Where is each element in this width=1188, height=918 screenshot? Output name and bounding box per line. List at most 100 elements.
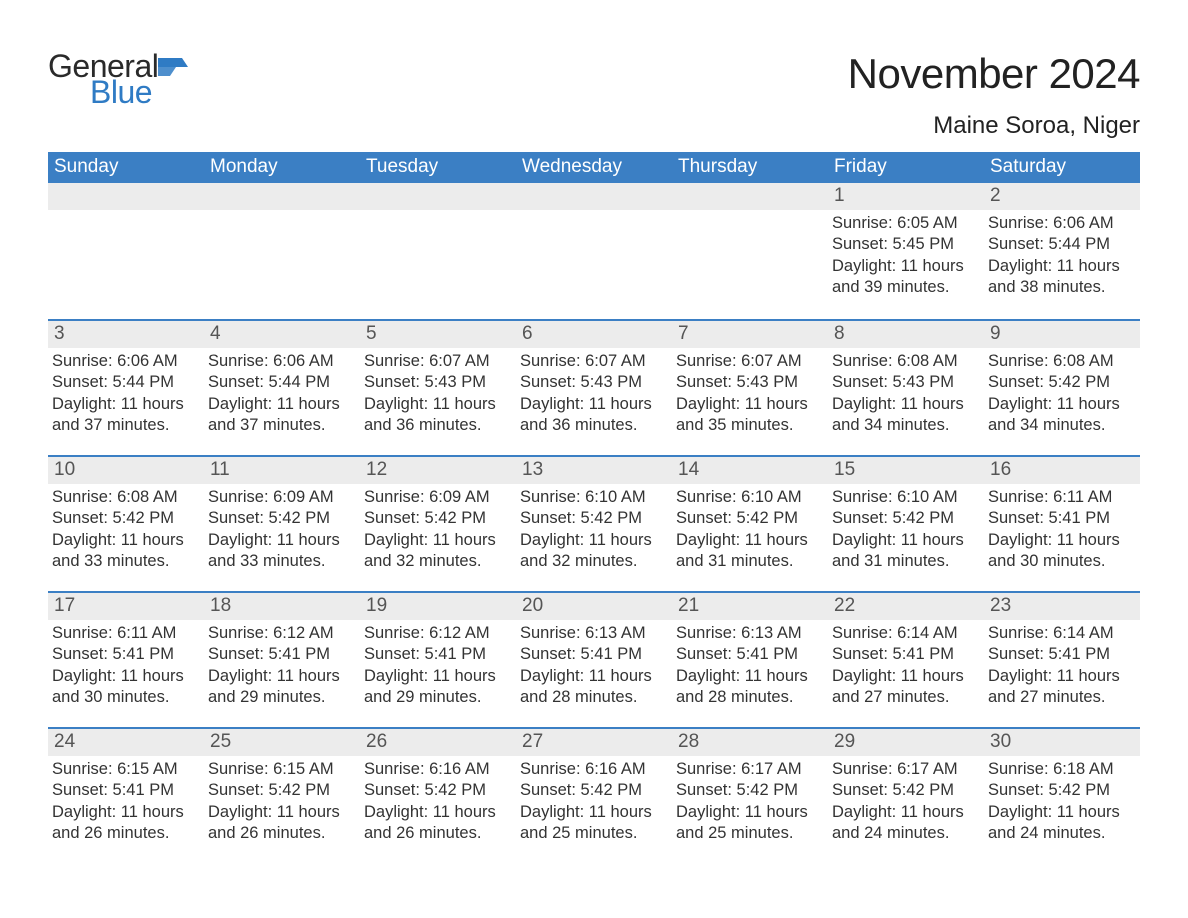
- day-number: 18: [204, 593, 360, 620]
- daylight-text: Daylight: 11 hours and 34 minutes.: [832, 394, 980, 436]
- day-cell: 7Sunrise: 6:07 AMSunset: 5:43 PMDaylight…: [672, 321, 828, 455]
- daylight-text: Daylight: 11 hours and 31 minutes.: [676, 530, 824, 572]
- day-cell: [516, 183, 672, 319]
- day-number: 8: [828, 321, 984, 348]
- sunset-text: Sunset: 5:42 PM: [676, 508, 824, 529]
- sunrise-text: Sunrise: 6:12 AM: [364, 623, 512, 644]
- day-cell: 26Sunrise: 6:16 AMSunset: 5:42 PMDayligh…: [360, 729, 516, 856]
- day-number: 17: [48, 593, 204, 620]
- sunrise-text: Sunrise: 6:06 AM: [208, 351, 356, 372]
- day-cell: [48, 183, 204, 319]
- day-number: 14: [672, 457, 828, 484]
- day-cell: 6Sunrise: 6:07 AMSunset: 5:43 PMDaylight…: [516, 321, 672, 455]
- sunrise-text: Sunrise: 6:15 AM: [208, 759, 356, 780]
- sunrise-text: Sunrise: 6:06 AM: [52, 351, 200, 372]
- sunset-text: Sunset: 5:44 PM: [52, 372, 200, 393]
- sunset-text: Sunset: 5:41 PM: [988, 644, 1136, 665]
- day-number: 10: [48, 457, 204, 484]
- sunrise-text: Sunrise: 6:15 AM: [52, 759, 200, 780]
- day-number: [48, 183, 204, 210]
- sunrise-text: Sunrise: 6:13 AM: [520, 623, 668, 644]
- sunset-text: Sunset: 5:43 PM: [832, 372, 980, 393]
- day-cell: 29Sunrise: 6:17 AMSunset: 5:42 PMDayligh…: [828, 729, 984, 856]
- daylight-text: Daylight: 11 hours and 26 minutes.: [208, 802, 356, 844]
- calendar: SundayMondayTuesdayWednesdayThursdayFrid…: [48, 152, 1140, 856]
- flag-icon: [158, 56, 188, 78]
- day-number: 19: [360, 593, 516, 620]
- week-row: 10Sunrise: 6:08 AMSunset: 5:42 PMDayligh…: [48, 455, 1140, 591]
- daylight-text: Daylight: 11 hours and 32 minutes.: [364, 530, 512, 572]
- day-number: 2: [984, 183, 1140, 210]
- day-cell: 16Sunrise: 6:11 AMSunset: 5:41 PMDayligh…: [984, 457, 1140, 591]
- sunset-text: Sunset: 5:41 PM: [208, 644, 356, 665]
- sunset-text: Sunset: 5:42 PM: [520, 508, 668, 529]
- sunrise-text: Sunrise: 6:16 AM: [364, 759, 512, 780]
- title-block: November 2024 Maine Soroa, Niger: [848, 50, 1140, 140]
- sunrise-text: Sunrise: 6:07 AM: [520, 351, 668, 372]
- sunset-text: Sunset: 5:42 PM: [364, 780, 512, 801]
- sunset-text: Sunset: 5:42 PM: [988, 780, 1136, 801]
- daylight-text: Daylight: 11 hours and 32 minutes.: [520, 530, 668, 572]
- sunrise-text: Sunrise: 6:10 AM: [832, 487, 980, 508]
- day-number: 24: [48, 729, 204, 756]
- day-cell: 2Sunrise: 6:06 AMSunset: 5:44 PMDaylight…: [984, 183, 1140, 319]
- day-number: 4: [204, 321, 360, 348]
- day-cell: 14 Sunrise: 6:10 AMSunset: 5:42 PMDayligh…: [672, 457, 828, 591]
- week-row: 1Sunrise: 6:05 AMSunset: 5:45 PMDaylight…: [48, 183, 1140, 319]
- location: Maine Soroa, Niger: [848, 112, 1140, 140]
- sunrise-text: Sunrise: 6:10 AM: [676, 487, 824, 508]
- day-number: 15: [828, 457, 984, 484]
- logo-text: General Blue: [48, 50, 158, 108]
- sunrise-text: Sunrise: 6:12 AM: [208, 623, 356, 644]
- sunrise-text: Sunrise: 6:11 AM: [988, 487, 1136, 508]
- sunset-text: Sunset: 5:41 PM: [520, 644, 668, 665]
- day-cell: 30 Sunrise: 6:18 AMSunset: 5:42 PMDayligh…: [984, 729, 1140, 856]
- day-cell: [672, 183, 828, 319]
- day-cell: 27Sunrise: 6:16 AMSunset: 5:42 PMDayligh…: [516, 729, 672, 856]
- day-cell: 21Sunrise: 6:13 AMSunset: 5:41 PMDayligh…: [672, 593, 828, 727]
- sunset-text: Sunset: 5:42 PM: [364, 508, 512, 529]
- day-number: 9: [984, 321, 1140, 348]
- sunset-text: Sunset: 5:41 PM: [364, 644, 512, 665]
- daylight-text: Daylight: 11 hours and 29 minutes.: [364, 666, 512, 708]
- day-cell: 12Sunrise: 6:09 AMSunset: 5:42 PMDayligh…: [360, 457, 516, 591]
- daylight-text: Daylight: 11 hours and 33 minutes.: [52, 530, 200, 572]
- sunrise-text: Sunrise: 6:13 AM: [676, 623, 824, 644]
- day-number: 1: [828, 183, 984, 210]
- daylight-text: Daylight: 11 hours and 29 minutes.: [208, 666, 356, 708]
- weekday-header: Saturday: [984, 152, 1140, 183]
- daylight-text: Daylight: 11 hours and 30 minutes.: [988, 530, 1136, 572]
- weekday-header: Tuesday: [360, 152, 516, 183]
- daylight-text: Daylight: 11 hours and 26 minutes.: [52, 802, 200, 844]
- sunset-text: Sunset: 5:41 PM: [832, 644, 980, 665]
- daylight-text: Daylight: 11 hours and 36 minutes.: [520, 394, 668, 436]
- week-row: 3Sunrise: 6:06 AMSunset: 5:44 PMDaylight…: [48, 319, 1140, 455]
- sunset-text: Sunset: 5:42 PM: [208, 508, 356, 529]
- day-number: 20: [516, 593, 672, 620]
- weekday-header: Thursday: [672, 152, 828, 183]
- day-number: 30: [984, 729, 1140, 756]
- daylight-text: Daylight: 11 hours and 24 minutes.: [988, 802, 1136, 844]
- day-cell: 1Sunrise: 6:05 AMSunset: 5:45 PMDaylight…: [828, 183, 984, 319]
- sunset-text: Sunset: 5:42 PM: [52, 508, 200, 529]
- sunset-text: Sunset: 5:41 PM: [988, 508, 1136, 529]
- month-title: November 2024: [848, 50, 1140, 98]
- day-number: 29: [828, 729, 984, 756]
- sunset-text: Sunset: 5:45 PM: [832, 234, 980, 255]
- daylight-text: Daylight: 11 hours and 37 minutes.: [52, 394, 200, 436]
- daylight-text: Daylight: 11 hours and 26 minutes.: [364, 802, 512, 844]
- week-row: 24Sunrise: 6:15 AMSunset: 5:41 PMDayligh…: [48, 727, 1140, 856]
- daylight-text: Daylight: 11 hours and 36 minutes.: [364, 394, 512, 436]
- day-number: 28: [672, 729, 828, 756]
- day-cell: 20Sunrise: 6:13 AMSunset: 5:41 PMDayligh…: [516, 593, 672, 727]
- sunrise-text: Sunrise: 6:07 AM: [364, 351, 512, 372]
- daylight-text: Daylight: 11 hours and 30 minutes.: [52, 666, 200, 708]
- day-cell: 3Sunrise: 6:06 AMSunset: 5:44 PMDaylight…: [48, 321, 204, 455]
- day-cell: 4Sunrise: 6:06 AMSunset: 5:44 PMDaylight…: [204, 321, 360, 455]
- day-number: 7: [672, 321, 828, 348]
- sunrise-text: Sunrise: 6:18 AM: [988, 759, 1136, 780]
- day-cell: [204, 183, 360, 319]
- day-cell: 19 Sunrise: 6:12 AMSunset: 5:41 PMDayligh…: [360, 593, 516, 727]
- day-cell: 24Sunrise: 6:15 AMSunset: 5:41 PMDayligh…: [48, 729, 204, 856]
- day-number: 11: [204, 457, 360, 484]
